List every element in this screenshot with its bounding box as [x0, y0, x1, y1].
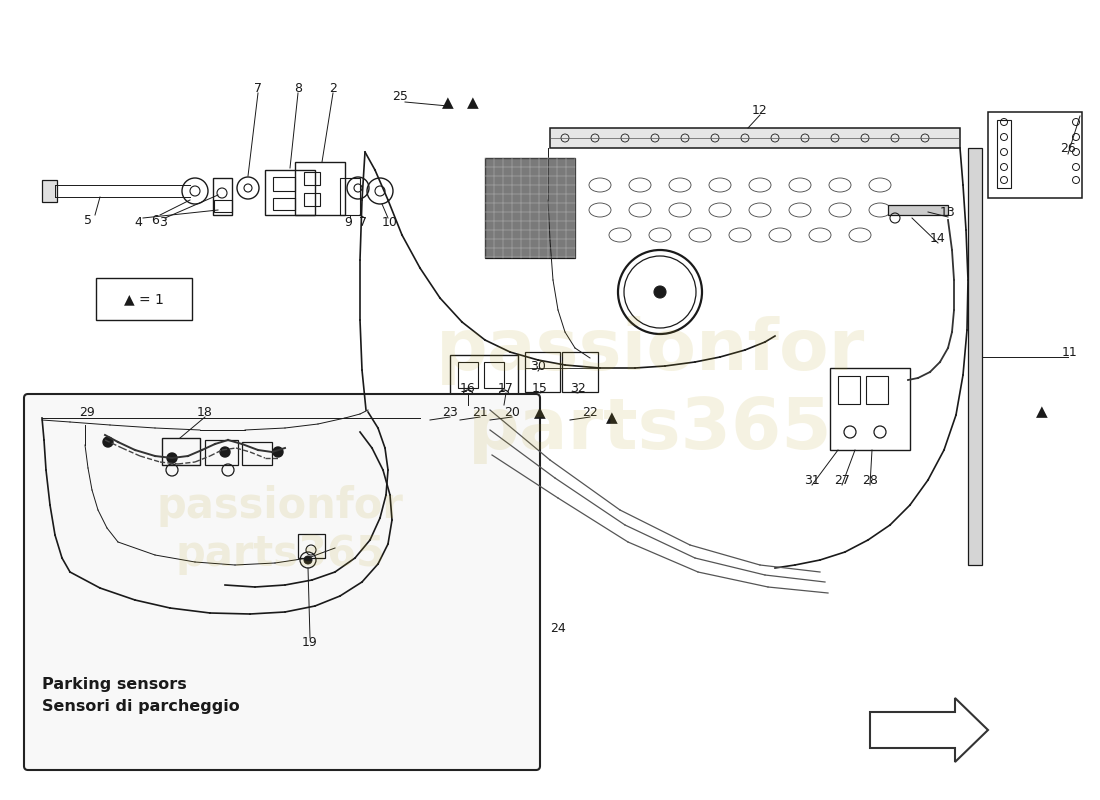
Text: 3: 3 — [160, 215, 167, 229]
Text: 32: 32 — [570, 382, 586, 394]
Circle shape — [220, 447, 230, 457]
Bar — [458, 362, 478, 388]
Bar — [484, 362, 504, 388]
Bar — [273, 177, 295, 191]
Text: ▲: ▲ — [1036, 405, 1048, 419]
Polygon shape — [870, 698, 988, 762]
Text: 7: 7 — [254, 82, 262, 94]
Text: 27: 27 — [834, 474, 850, 486]
Text: 9: 9 — [344, 215, 352, 229]
Text: 19: 19 — [302, 635, 318, 649]
Circle shape — [304, 556, 312, 564]
Bar — [273, 198, 295, 210]
Circle shape — [654, 286, 666, 298]
Text: 12: 12 — [752, 103, 768, 117]
Text: 18: 18 — [197, 406, 213, 418]
Text: ▲: ▲ — [468, 95, 478, 110]
Circle shape — [273, 447, 283, 457]
Text: 13: 13 — [940, 206, 956, 218]
Text: 14: 14 — [931, 231, 946, 245]
Text: 31: 31 — [804, 474, 820, 486]
Bar — [888, 205, 948, 215]
Bar — [838, 376, 860, 404]
Text: 25: 25 — [392, 90, 408, 103]
Text: 2: 2 — [329, 82, 337, 94]
Text: ▲: ▲ — [442, 95, 454, 110]
Text: 30: 30 — [530, 359, 546, 373]
Text: 6: 6 — [151, 214, 158, 226]
Text: passionfor
parts365: passionfor parts365 — [436, 315, 865, 464]
Polygon shape — [485, 158, 575, 258]
Text: passionfor
parts365: passionfor parts365 — [156, 485, 404, 575]
Bar — [304, 193, 320, 206]
Text: ▲: ▲ — [606, 410, 618, 426]
Text: 4: 4 — [134, 215, 142, 229]
Circle shape — [167, 453, 177, 463]
Text: 5: 5 — [84, 214, 92, 226]
Text: 8: 8 — [294, 82, 302, 94]
Bar — [550, 128, 960, 148]
Bar — [304, 172, 320, 185]
FancyBboxPatch shape — [24, 394, 540, 770]
Text: Parking sensors: Parking sensors — [42, 677, 187, 691]
Text: 10: 10 — [382, 215, 398, 229]
Text: 26: 26 — [1060, 142, 1076, 154]
Bar — [866, 376, 888, 404]
Text: ▲: ▲ — [535, 406, 546, 421]
Polygon shape — [968, 148, 982, 565]
Text: 23: 23 — [442, 406, 458, 418]
Text: 24: 24 — [550, 622, 565, 634]
Bar — [997, 120, 1011, 188]
Text: 22: 22 — [582, 406, 598, 418]
Text: 28: 28 — [862, 474, 878, 486]
Bar — [42, 180, 57, 202]
Text: 11: 11 — [1063, 346, 1078, 358]
Text: 29: 29 — [79, 406, 95, 418]
Circle shape — [103, 437, 113, 447]
Text: 17: 17 — [498, 382, 514, 394]
Text: 15: 15 — [532, 382, 548, 394]
Text: 7: 7 — [359, 215, 367, 229]
Text: ▲ = 1: ▲ = 1 — [124, 292, 164, 306]
Text: 20: 20 — [504, 406, 520, 418]
Text: 16: 16 — [460, 382, 476, 394]
Text: Sensori di parcheggio: Sensori di parcheggio — [42, 698, 240, 714]
Text: 21: 21 — [472, 406, 488, 418]
